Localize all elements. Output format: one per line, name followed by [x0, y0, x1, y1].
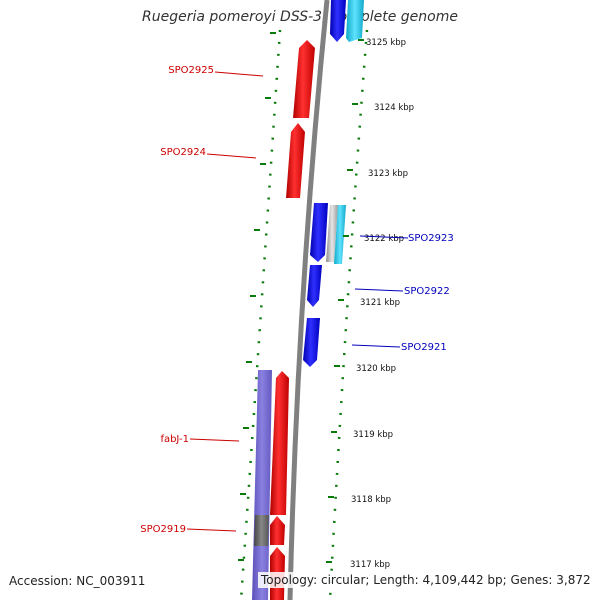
genome-summary: Topology: circular; Length: 4,109,442 bp…: [258, 572, 594, 588]
callout-spo2925: [214, 71, 264, 77]
tick-label-3122: 3122 kbp: [364, 234, 404, 244]
callout-spo2919: [186, 528, 237, 532]
rna-gene-mid[interactable]: [334, 205, 346, 264]
callout-spo2924: [206, 153, 257, 159]
callout-spo2921: [351, 344, 401, 348]
gene-spo2921[interactable]: [303, 318, 320, 367]
tick-label-3124: 3124 kbp: [374, 103, 414, 113]
label-spo2919[interactable]: SPO2919: [140, 524, 186, 535]
tick-label-3121: 3121 kbp: [360, 298, 400, 308]
rna-gene-top[interactable]: [346, 0, 364, 42]
tick-marks: [326, 39, 364, 563]
inner-tick-marks: [238, 32, 276, 561]
gene-spo2922[interactable]: [307, 265, 322, 307]
accession-text: Accession: NC_003911: [9, 574, 146, 588]
gene-spo2924[interactable]: [286, 123, 305, 198]
label-spo2924[interactable]: SPO2924: [160, 147, 206, 158]
tick-label-3123: 3123 kbp: [368, 169, 408, 179]
map-title: Ruegeria pomeroyi DSS-3, complete genome: [142, 9, 458, 25]
genome-backbone: [287, 0, 330, 600]
tick-label-3117: 3117 kbp: [350, 560, 390, 570]
label-spo2925[interactable]: SPO2925: [168, 65, 214, 76]
label-spo2921[interactable]: SPO2921: [401, 342, 447, 353]
label-spo2923[interactable]: SPO2923: [408, 233, 454, 244]
gene-spo2925[interactable]: [293, 40, 315, 118]
callout-spo2923: [359, 235, 409, 239]
other-feature-bar: [252, 370, 272, 600]
gene-spo2923[interactable]: [310, 203, 328, 262]
callout-spo2922: [354, 288, 404, 292]
callout-fabj1: [189, 438, 240, 442]
tick-label-3125: 3125 kbp: [366, 38, 406, 48]
tick-label-3120: 3120 kbp: [356, 364, 396, 374]
outer-dotted-ring: [328, 29, 369, 600]
reverse-gene-top[interactable]: [330, 0, 346, 42]
label-spo2922[interactable]: SPO2922: [404, 286, 450, 297]
gene-fabj1[interactable]: [270, 371, 289, 515]
gray-feature: [326, 205, 338, 262]
label-fabj1[interactable]: fabJ-1: [160, 434, 189, 445]
tick-label-3119: 3119 kbp: [353, 430, 393, 440]
tick-label-3118: 3118 kbp: [351, 495, 391, 505]
